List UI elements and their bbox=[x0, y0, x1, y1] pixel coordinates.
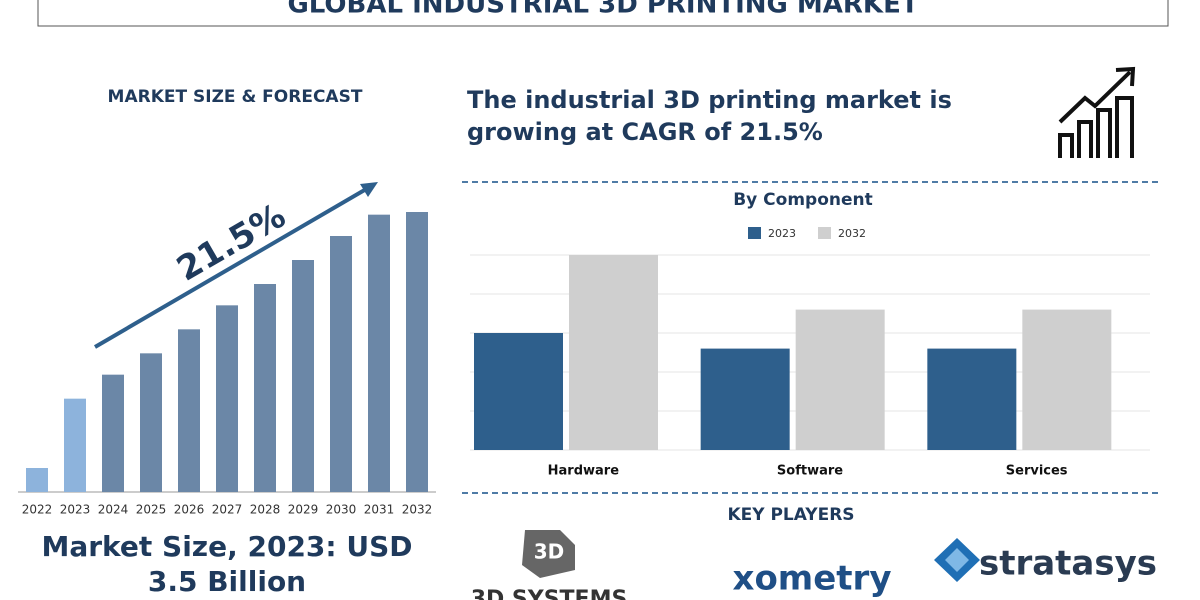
bar bbox=[1022, 309, 1112, 450]
bar bbox=[216, 305, 238, 492]
trend-arrow bbox=[93, 186, 370, 349]
legend-swatch bbox=[818, 227, 831, 239]
legend-swatch bbox=[748, 227, 761, 239]
legend-label: 2032 bbox=[838, 227, 866, 240]
x-tick-label: 2031 bbox=[364, 503, 395, 517]
x-tick-label: 2026 bbox=[174, 503, 205, 517]
x-tick-label: 2030 bbox=[326, 503, 357, 517]
headline: The industrial 3D printing market is bbox=[467, 86, 952, 114]
bar bbox=[569, 255, 658, 450]
headline: growing at CAGR of 21.5% bbox=[467, 118, 823, 146]
title-box bbox=[37, 0, 1169, 27]
bar bbox=[102, 374, 124, 492]
bar bbox=[64, 398, 86, 492]
x-tick-label: 2029 bbox=[288, 503, 319, 517]
x-tick-label: Software bbox=[777, 464, 843, 479]
page-title: GLOBAL INDUSTRIAL 3D PRINTING MARKET bbox=[287, 0, 918, 20]
x-tick-label: Services bbox=[1006, 464, 1068, 479]
bar bbox=[368, 214, 390, 492]
bar bbox=[927, 348, 1017, 450]
bar bbox=[795, 309, 885, 450]
svg-text:3D: 3D bbox=[534, 540, 565, 564]
chart-title: MARKET SIZE & FORECAST bbox=[108, 87, 363, 107]
bar bbox=[254, 284, 276, 492]
growth-icon bbox=[1058, 66, 1136, 158]
bar bbox=[406, 212, 428, 492]
x-tick-label: 2032 bbox=[402, 503, 433, 517]
x-tick-label: 2028 bbox=[250, 503, 281, 517]
market-size: 3.5 Billion bbox=[148, 565, 306, 598]
bar bbox=[26, 468, 48, 492]
legend-label: 2023 bbox=[768, 227, 796, 240]
x-tick-label: 2025 bbox=[136, 503, 167, 517]
bar bbox=[178, 329, 200, 492]
logo-text: xometry bbox=[733, 559, 892, 599]
x-tick-label: 2023 bbox=[60, 503, 91, 517]
logo-text: 3D SYSTEMS bbox=[471, 587, 628, 600]
x-tick-label: 2027 bbox=[212, 503, 243, 517]
logo-3d-systems: 3D bbox=[522, 530, 575, 578]
bar bbox=[330, 236, 352, 492]
x-tick-label: 2022 bbox=[22, 503, 53, 517]
x-tick-label: 2024 bbox=[98, 503, 129, 517]
bar bbox=[292, 260, 314, 492]
chart-title: By Component bbox=[733, 190, 873, 210]
arrow-head bbox=[360, 182, 378, 197]
bar bbox=[474, 333, 563, 450]
logo-text: stratasys bbox=[979, 544, 1157, 584]
bar bbox=[140, 353, 162, 492]
market-size: Market Size, 2023: USD bbox=[41, 530, 412, 563]
x-tick-label: Hardware bbox=[548, 464, 620, 479]
key-players-heading: KEY PLAYERS bbox=[727, 505, 854, 525]
logo-stratasys-mark bbox=[934, 538, 980, 582]
bar bbox=[700, 348, 790, 450]
